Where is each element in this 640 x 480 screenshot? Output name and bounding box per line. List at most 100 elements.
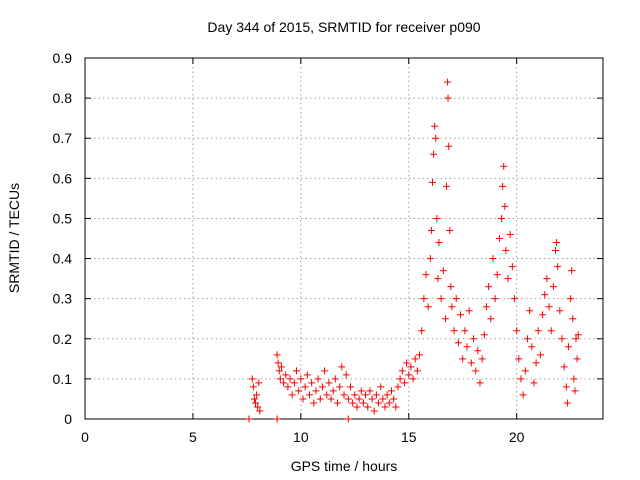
data-point (539, 311, 547, 319)
data-point (338, 363, 346, 371)
data-point (245, 415, 253, 423)
data-point (530, 379, 538, 387)
data-point (276, 375, 284, 383)
data-point (346, 383, 354, 391)
data-point (574, 331, 582, 339)
y-tick-label: 0.7 (53, 130, 73, 146)
data-point (532, 359, 540, 367)
data-point (253, 391, 261, 399)
data-point (308, 379, 316, 387)
data-point (571, 387, 579, 395)
y-tick-label: 0.2 (53, 331, 73, 347)
data-point (511, 295, 519, 303)
data-point (447, 283, 455, 291)
data-point (426, 255, 434, 263)
data-point (461, 327, 469, 335)
data-point (290, 379, 298, 387)
y-tick-label: 0.1 (53, 371, 73, 387)
data-point (274, 359, 282, 367)
data-point (563, 399, 571, 407)
data-point (448, 303, 456, 311)
data-point (424, 303, 432, 311)
data-point (485, 283, 493, 291)
data-point (405, 371, 413, 379)
chart-title: Day 344 of 2015, SRMTID for receiver p09… (207, 19, 480, 35)
data-point (443, 182, 451, 190)
y-tick-label: 0.8 (53, 90, 73, 106)
data-point (491, 295, 499, 303)
data-point (439, 267, 447, 275)
data-point (431, 122, 439, 130)
data-point (387, 387, 395, 395)
data-points (245, 78, 582, 423)
data-point (573, 355, 581, 363)
data-point (403, 359, 411, 367)
data-point (568, 267, 576, 275)
data-point (470, 335, 477, 343)
data-point (528, 343, 536, 351)
data-point (467, 359, 475, 367)
data-point (249, 383, 257, 391)
data-point (457, 311, 465, 319)
data-point (515, 355, 523, 363)
data-point (506, 230, 514, 238)
data-point (572, 335, 580, 343)
data-point (312, 387, 320, 395)
data-point (567, 295, 575, 303)
y-tick-label: 0 (64, 411, 72, 427)
y-tick-label: 0.3 (53, 291, 73, 307)
data-point (375, 399, 383, 407)
plot-frame (84, 57, 604, 420)
data-point (327, 395, 335, 403)
data-point (549, 283, 557, 291)
data-point (411, 355, 419, 363)
data-point (336, 383, 344, 391)
data-point (305, 391, 313, 399)
data-point (286, 375, 294, 383)
y-tick-label: 0.4 (53, 251, 73, 267)
data-point (554, 263, 562, 271)
data-point (570, 375, 578, 383)
x-tick-label: 10 (293, 429, 309, 445)
data-point (362, 391, 370, 399)
x-tick-label: 5 (189, 429, 197, 445)
data-point (502, 247, 510, 255)
data-point (450, 327, 458, 335)
data-point (545, 303, 553, 311)
data-point (364, 403, 372, 411)
data-point (368, 395, 376, 403)
data-point (498, 214, 506, 222)
data-point (398, 367, 406, 375)
data-point (543, 275, 551, 283)
data-point (331, 375, 339, 383)
data-point (495, 235, 503, 242)
data-point (416, 351, 424, 359)
data-point (372, 391, 380, 399)
data-point (349, 399, 357, 407)
data-point (277, 363, 285, 371)
data-point (370, 407, 378, 415)
data-point (547, 327, 555, 335)
data-point (474, 347, 482, 355)
data-point (552, 247, 560, 255)
data-point (422, 271, 430, 279)
data-point (396, 375, 404, 383)
data-point (344, 395, 352, 403)
data-point (478, 355, 486, 363)
data-point (562, 383, 570, 391)
data-point (275, 367, 283, 375)
data-point (521, 367, 529, 375)
data-point (400, 379, 408, 387)
data-point (255, 379, 263, 387)
data-point (435, 239, 443, 247)
data-point (446, 226, 454, 234)
data-point (534, 327, 542, 335)
data-point (441, 315, 449, 323)
data-point (418, 327, 426, 335)
data-point (256, 407, 264, 415)
data-point (252, 399, 260, 407)
data-point (385, 399, 393, 407)
data-point (541, 291, 549, 299)
data-point (379, 395, 387, 403)
